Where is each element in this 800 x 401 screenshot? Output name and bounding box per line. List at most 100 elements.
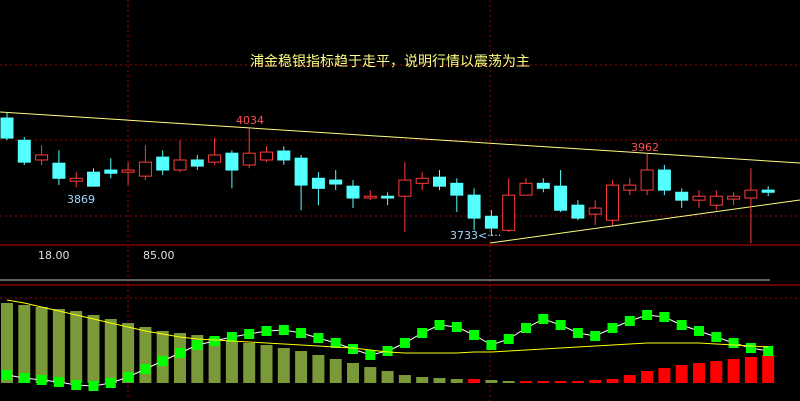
indicator-marker [330, 338, 341, 348]
histogram-bar [675, 365, 688, 383]
histogram-bar [52, 309, 65, 383]
indicator-marker [399, 338, 410, 348]
histogram-bar [623, 375, 636, 383]
histogram-bar [225, 341, 238, 383]
candle-body [398, 179, 412, 197]
candle-body [104, 169, 118, 174]
candle-body [536, 182, 550, 189]
candle-body [657, 169, 671, 191]
indicator-marker [694, 326, 704, 336]
indicator-marker [451, 322, 462, 332]
indicator-marker [278, 325, 289, 335]
chart-title: 浦金稳银指标趋于走平，说明行情以震荡为主 [250, 54, 530, 70]
candle-body [173, 159, 187, 171]
candle-body [294, 157, 308, 186]
candle-body [208, 154, 222, 163]
histogram-bar [416, 377, 429, 383]
candle-body [467, 194, 481, 219]
indicator-marker [607, 323, 618, 333]
histogram-bar [18, 305, 31, 383]
indicator-marker [382, 346, 393, 356]
indicator-marker [209, 336, 220, 346]
histogram-bar [35, 307, 48, 383]
candle-body [52, 162, 66, 179]
candle-body [35, 154, 49, 161]
indicator-marker [261, 326, 272, 336]
indicator-marker [642, 310, 653, 320]
histogram-bar [606, 379, 619, 383]
histogram-bar [658, 368, 671, 383]
indicator-marker [486, 340, 497, 350]
indicator-marker [157, 356, 168, 366]
histogram-bar [641, 371, 654, 383]
candle-body [69, 177, 83, 182]
histogram-bar [277, 348, 290, 383]
candle-body [381, 195, 395, 199]
candle-body [156, 156, 170, 171]
indicator-marker [348, 344, 358, 354]
histogram-bar [520, 381, 532, 383]
indicator-marker [521, 323, 531, 333]
histogram-bar [295, 351, 308, 383]
indicator-marker [503, 334, 514, 344]
histogram-bar [70, 311, 83, 383]
indicator-marker [745, 343, 756, 353]
histogram-bar [710, 361, 723, 383]
candle-body [17, 139, 31, 163]
candle-body [623, 184, 637, 191]
indicator-marker [226, 332, 237, 342]
indicator-marker [175, 348, 185, 358]
candle-body [675, 191, 689, 201]
histogram-bar [485, 380, 498, 383]
annotation: 4034 [236, 114, 264, 127]
indicator-marker [313, 333, 324, 343]
candle-body [502, 194, 516, 231]
candle-body [121, 169, 135, 173]
histogram-bar [744, 357, 757, 383]
indicator-marker [711, 332, 722, 342]
indicator-marker [728, 338, 739, 348]
candle-body [484, 215, 498, 229]
candle-body [346, 185, 360, 199]
histogram-bar [468, 379, 481, 383]
candle-body [311, 177, 325, 189]
indicator-marker [469, 330, 480, 340]
indicator-marker [417, 328, 428, 338]
histogram-bar [260, 345, 273, 383]
indicator-label: 85.00 [143, 249, 175, 262]
indicator-marker [572, 328, 583, 338]
histogram-bar [433, 378, 446, 383]
candle-body [606, 184, 619, 221]
candle-body [640, 169, 654, 191]
indicator-marker [659, 312, 670, 322]
histogram-bar [329, 359, 342, 383]
indicator-marker [244, 329, 255, 339]
histogram-bar [727, 359, 740, 383]
indicator-marker [140, 364, 151, 374]
indicator-marker [88, 381, 99, 391]
histogram-bar [398, 375, 411, 383]
candle-body [433, 176, 446, 187]
indicator-marker [590, 331, 601, 341]
indicator-marker [36, 375, 47, 385]
indicator-marker [123, 372, 134, 382]
histogram-bar [762, 355, 775, 383]
candle-body [138, 161, 152, 177]
candle-body [363, 195, 377, 199]
indicator-marker [192, 340, 203, 350]
histogram-bar [502, 381, 515, 383]
histogram-bar [243, 343, 256, 383]
candle-body [190, 159, 204, 167]
candle-body [571, 204, 585, 219]
candle-body [225, 152, 239, 171]
indicator-marker [676, 320, 687, 330]
annotation: 3962 [631, 141, 659, 154]
histogram-bar [122, 323, 135, 383]
indicator-marker [434, 320, 445, 330]
histogram-bar [554, 381, 567, 383]
histogram-bar [537, 381, 550, 383]
histogram-bar [364, 367, 377, 383]
histogram-bar [1, 303, 13, 383]
candle-body [242, 152, 256, 166]
trend-line [0, 111, 800, 164]
